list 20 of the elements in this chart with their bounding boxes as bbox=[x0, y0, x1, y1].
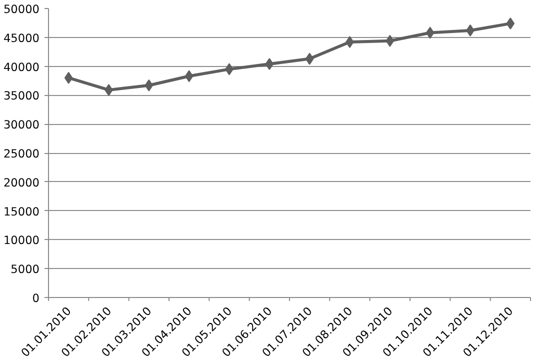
point bbox=[426, 26, 434, 39]
point bbox=[386, 34, 394, 47]
y-tick-label: 20000 bbox=[3, 175, 40, 190]
point bbox=[144, 79, 154, 92]
y-tick-label: 35000 bbox=[3, 88, 40, 103]
y-tick-label: 5000 bbox=[10, 262, 40, 276]
y-tick-label: 0 bbox=[32, 291, 40, 305]
point bbox=[184, 70, 194, 82]
y-tick-label: 10000 bbox=[3, 233, 40, 248]
point bbox=[104, 84, 113, 96]
y-tick-label: 45000 bbox=[3, 30, 40, 45]
point bbox=[305, 52, 314, 65]
y-tick-label: 25000 bbox=[3, 146, 40, 160]
y-tick-label: 15000 bbox=[3, 204, 40, 218]
y-tick-label: 40000 bbox=[3, 60, 40, 74]
point bbox=[506, 18, 515, 30]
y-tick-label: 30000 bbox=[3, 118, 40, 132]
y-tick-label: 50000 bbox=[3, 2, 40, 16]
point bbox=[64, 72, 73, 84]
point bbox=[265, 58, 274, 70]
